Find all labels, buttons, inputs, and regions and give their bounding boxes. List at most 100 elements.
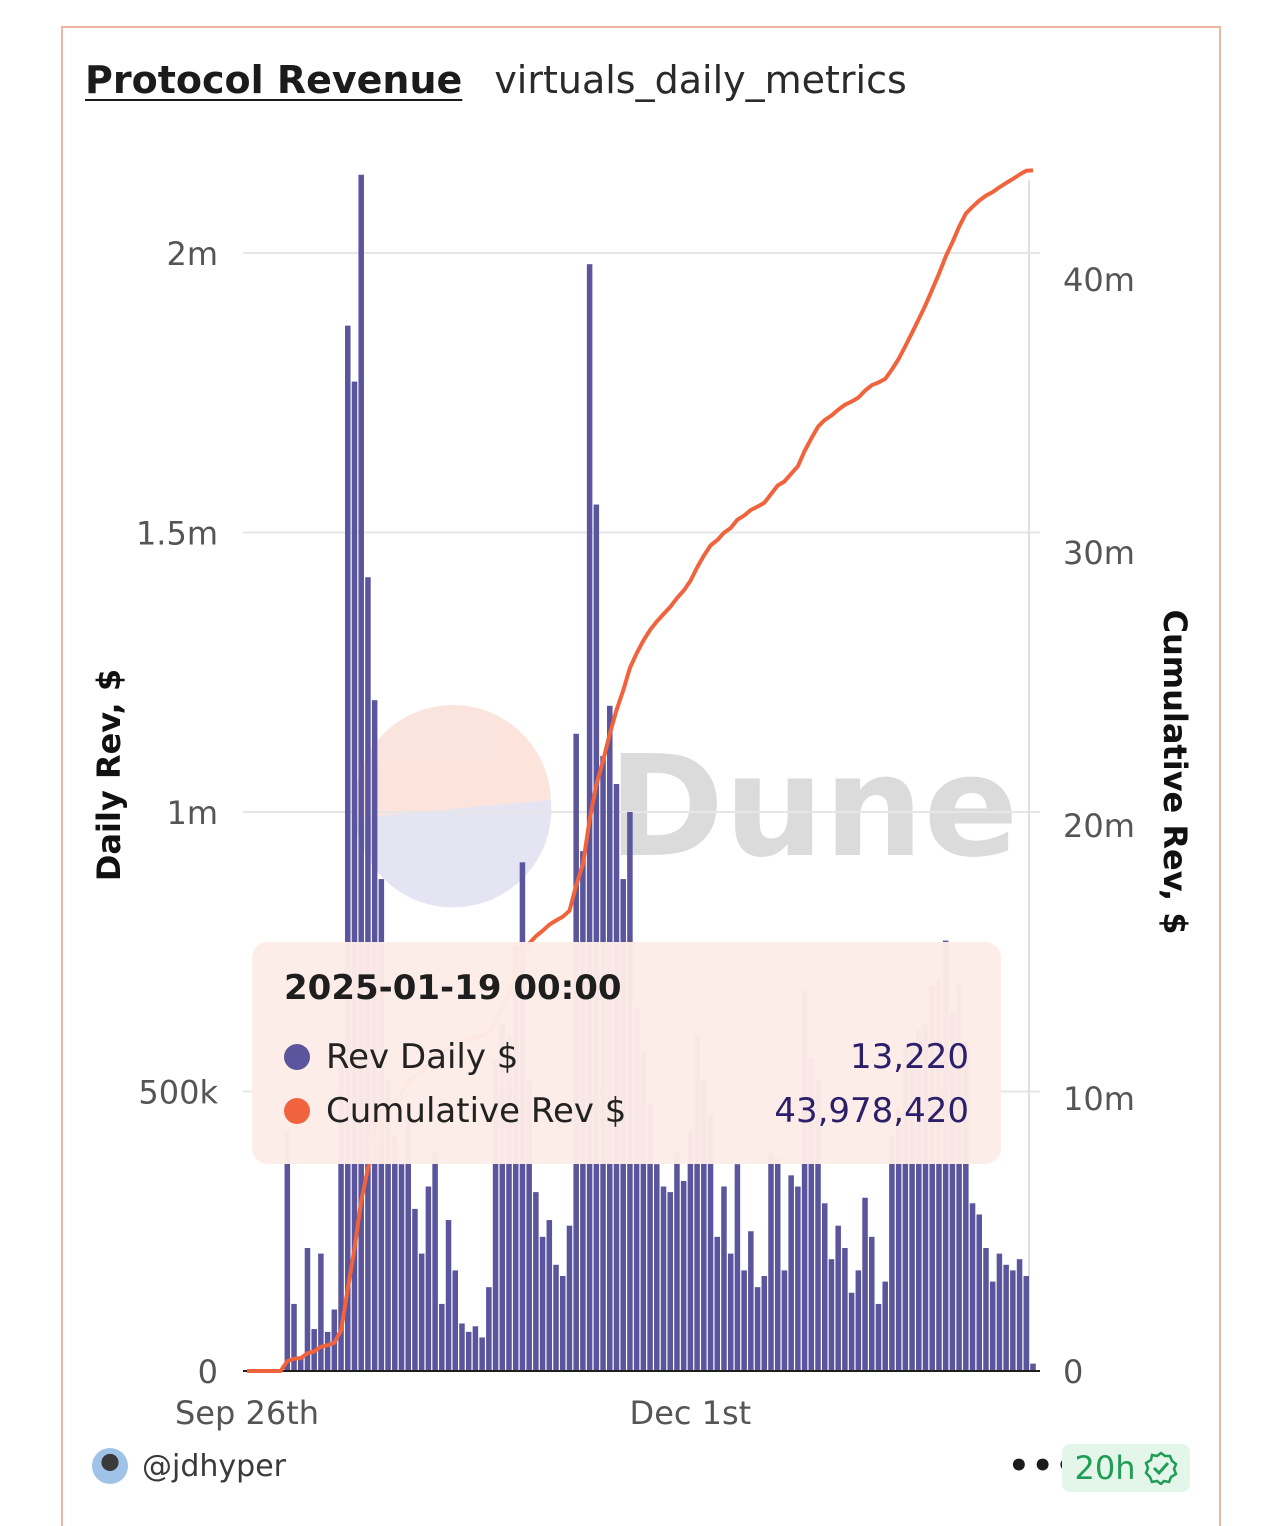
refresh-age: 20h — [1074, 1449, 1136, 1487]
right-tick-label: 40m — [1063, 261, 1135, 299]
right-axis-title: Cumulative Rev, $ — [1156, 609, 1194, 934]
bar — [1003, 1264, 1009, 1371]
left-tick-label: 500k — [138, 1074, 218, 1112]
chart-header: Protocol Revenue virtuals_daily_metrics — [85, 58, 907, 108]
chart-title-link[interactable]: Protocol Revenue — [85, 58, 463, 102]
bar — [318, 1253, 324, 1371]
bar — [741, 1270, 747, 1371]
bar — [385, 1080, 391, 1371]
bar — [398, 1164, 405, 1371]
left-tick-label: 1m — [166, 794, 218, 832]
bar — [479, 1337, 485, 1371]
bar — [956, 985, 962, 1371]
bar — [674, 1152, 680, 1371]
bar — [526, 1080, 532, 1371]
bar — [902, 1046, 909, 1371]
bar — [345, 325, 351, 1371]
bar — [539, 1236, 546, 1371]
freshness-badge[interactable]: 20h — [1062, 1444, 1190, 1492]
bar — [418, 1253, 425, 1371]
bar — [640, 1052, 647, 1371]
bar — [889, 1136, 895, 1371]
bar — [983, 1248, 989, 1371]
bar — [963, 1041, 969, 1371]
bar — [546, 1220, 553, 1371]
left-tick-label: 1.5m — [136, 515, 218, 553]
bar — [969, 1203, 976, 1371]
bar — [392, 1136, 398, 1371]
bar — [808, 1057, 815, 1371]
tooltip-label: Cumulative Rev $ — [326, 1091, 627, 1131]
bar — [667, 1192, 673, 1371]
bar — [284, 1130, 291, 1371]
bar — [660, 1186, 667, 1371]
bar — [875, 1303, 882, 1371]
username: @jdhyper — [142, 1448, 286, 1484]
bar — [412, 1208, 418, 1371]
bar — [358, 174, 364, 1372]
bar — [338, 1063, 344, 1371]
bar — [869, 1236, 875, 1371]
bar — [432, 1152, 438, 1371]
bar — [633, 1007, 640, 1371]
bar — [916, 1030, 922, 1371]
bar — [801, 990, 808, 1371]
bar — [754, 1287, 761, 1371]
bar — [452, 1270, 459, 1371]
bar — [405, 1119, 411, 1371]
watermark-text: Dune — [608, 726, 1019, 889]
bar — [855, 1270, 862, 1371]
bar — [553, 1264, 559, 1371]
bar — [694, 1035, 700, 1371]
bar — [533, 1192, 539, 1371]
bar — [566, 1225, 573, 1371]
bar — [768, 1152, 774, 1371]
bar — [989, 1281, 996, 1371]
bar — [465, 1331, 472, 1371]
series-dot-icon — [284, 1044, 310, 1070]
bar — [727, 1253, 734, 1371]
bar — [687, 1130, 694, 1371]
bar — [1023, 1275, 1030, 1371]
bar — [748, 1231, 754, 1371]
watermark-logo — [355, 705, 551, 901]
bar — [459, 1323, 465, 1371]
bar — [492, 1057, 499, 1371]
tooltip-value: 13,220 — [850, 1037, 969, 1077]
author[interactable]: @jdhyper — [92, 1448, 286, 1484]
bar — [862, 1197, 868, 1371]
tooltip-row-cumulative: Cumulative Rev $ 43,978,420 — [284, 1084, 969, 1138]
series-dot-icon — [284, 1098, 310, 1124]
bar — [721, 1186, 727, 1371]
bar — [304, 1248, 311, 1371]
tooltip-value: 43,978,420 — [774, 1091, 969, 1131]
bar — [788, 1175, 794, 1371]
bar — [828, 1259, 835, 1371]
bar — [425, 1186, 432, 1371]
bar — [909, 1041, 915, 1371]
right-tick-label: 30m — [1063, 534, 1135, 572]
bar — [593, 504, 600, 1371]
bar — [291, 1303, 297, 1371]
bar — [815, 1080, 821, 1371]
bar — [499, 1024, 506, 1371]
bar — [781, 1270, 788, 1371]
bar — [848, 1292, 855, 1371]
bar — [439, 1303, 445, 1371]
bar — [1016, 1259, 1023, 1371]
bar — [1030, 1363, 1036, 1371]
chart-tooltip: 2025-01-19 00:00 Rev Daily $ 13,220 Cumu… — [252, 942, 1001, 1164]
bar — [647, 1102, 653, 1371]
bar — [734, 1164, 741, 1371]
bar — [714, 1236, 721, 1371]
bar — [445, 1220, 452, 1371]
bar — [976, 1214, 983, 1371]
left-axis-title: Daily Rev, $ — [90, 669, 128, 881]
bar — [351, 381, 358, 1371]
bar — [842, 1248, 848, 1371]
tooltip-row-daily: Rev Daily $ 13,220 — [284, 1030, 969, 1084]
left-tick-label: 0 — [198, 1353, 218, 1391]
bar — [949, 1013, 956, 1371]
bar — [922, 1024, 929, 1371]
